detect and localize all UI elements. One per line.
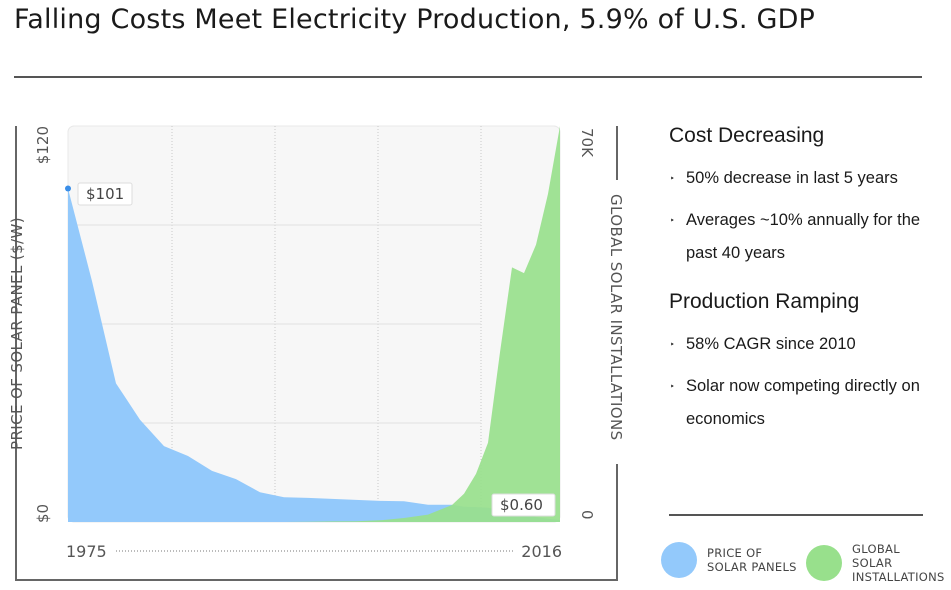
production-bullet: ‣ 58% CAGR since 2010: [669, 328, 939, 361]
production-bullet: ‣ Solar now competing directly on economi…: [669, 370, 939, 436]
cost-bullet: ‣ 50% decrease in last 5 years: [669, 162, 939, 195]
series-area-installations: [68, 126, 560, 522]
price-installations-chart: $101 $0.60 $120 $0 PRICE OF SOLAR PANEL ($/…: [8, 125, 625, 581]
legend-label-installations: GLOBAL SOLAR INSTALLATIONS: [852, 542, 945, 584]
bullet-text: 50% decrease in last 5 years: [686, 169, 898, 187]
right-axis-max-label: 70K: [578, 128, 596, 158]
legend-item-installations: GLOBAL SOLAR INSTALLATIONS: [806, 542, 945, 584]
bullet-icon: ‣: [670, 340, 675, 349]
plot-area: $101 $0.60: [65, 125, 561, 523]
annotation-start-price-text: $101: [86, 185, 124, 203]
annotation-end-price: $0.60: [491, 493, 556, 517]
left-axis-min-label: $0: [34, 504, 52, 523]
bullet-icon: ‣: [670, 174, 675, 183]
legend-item-price: PRICE OF SOLAR PANELS: [661, 542, 797, 578]
legend-label-price: PRICE OF SOLAR PANELS: [707, 546, 797, 574]
right-axis-title: GLOBAL SOLAR INSTALLATIONS: [607, 194, 625, 441]
legend-swatch-price: [661, 542, 697, 578]
bullet-text: 58% CAGR since 2010: [686, 335, 856, 353]
production-heading: Production Ramping: [669, 290, 860, 313]
left-axis-title: PRICE OF SOLAR PANEL ($/W): [8, 217, 26, 450]
bullet-text: Averages ~10% annually for the past 40 y…: [686, 211, 921, 262]
bullet-icon: ‣: [670, 382, 675, 391]
chart-frame: [15, 126, 618, 581]
legend-swatch-installations: [806, 545, 842, 581]
annotation-end-price-text: $0.60: [500, 496, 543, 514]
cost-bullet: ‣ Averages ~10% annually for the past 40 …: [669, 204, 939, 270]
x-axis-start-label: 1975: [66, 542, 107, 561]
annotation-start-price: $101: [77, 182, 133, 206]
cost-bullet-list: ‣ 50% decrease in last 5 years ‣ Averages …: [669, 162, 939, 270]
x-axis-end-label: 2016: [521, 542, 562, 561]
series-area-price: [68, 188, 560, 522]
bullet-text: Solar now competing directly on economic…: [686, 377, 920, 428]
cost-heading: Cost Decreasing: [669, 124, 825, 147]
bullet-icon: ‣: [670, 216, 675, 225]
left-axis-max-label: $120: [34, 126, 52, 164]
annotation-start-price-box: [77, 182, 133, 206]
right-axis-min-label: 0: [578, 510, 596, 520]
chart-axes: $120 $0 PRICE OF SOLAR PANEL ($/W) 70K 0 GLOB…: [8, 126, 625, 561]
title-divider: [14, 76, 922, 78]
page-title: Falling Costs Meet Electricity Productio…: [14, 4, 816, 35]
summary-panel: Cost Decreasing ‣ 50% decrease in last 5 …: [669, 122, 939, 454]
start-point-marker: [65, 185, 71, 192]
legend-divider: [669, 514, 923, 516]
production-bullet-list: ‣ 58% CAGR since 2010 ‣ Solar now competin…: [669, 328, 939, 436]
annotation-end-price-box: [491, 493, 556, 517]
